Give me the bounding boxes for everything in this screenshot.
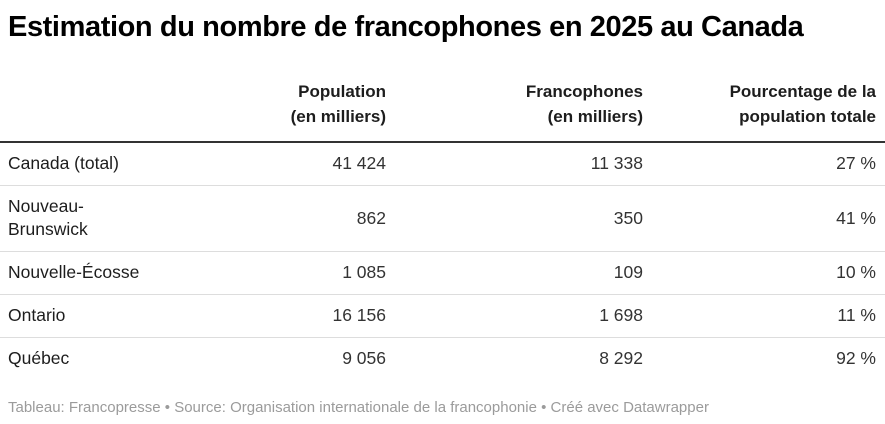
table-row: Québec 9 056 8 292 92 % — [0, 338, 885, 381]
footer-source-label: • Source: — [160, 399, 231, 416]
cell-pourcentage: 92 % — [836, 348, 876, 368]
cell-francophones: 350 — [613, 207, 643, 228]
cell-population: 862 — [356, 207, 386, 228]
cell-pourcentage: 11 % — [837, 305, 876, 325]
cell-francophones: 11 338 — [590, 153, 643, 173]
cell-francophones: 8 292 — [599, 348, 643, 368]
column-header-population: Population (en milliers) — [290, 82, 386, 126]
table-row: Nouveau- Brunswick 862 350 41 % — [0, 186, 885, 252]
column-header-francophones: Francophones (en milliers) — [525, 82, 643, 126]
cell-label: Nouvelle-Écosse — [8, 262, 140, 282]
table-row: Canada (total) 41 424 11 338 27 % — [0, 142, 885, 186]
footer-source-link[interactable]: Organisation internationale de la franco… — [230, 399, 537, 416]
data-table: Population (en milliers) Francophones (e… — [0, 75, 885, 380]
cell-francophones: 1 698 — [599, 305, 643, 325]
cell-pourcentage: 27 % — [836, 153, 876, 173]
table-row: Nouvelle-Écosse 1 085 109 10 % — [0, 252, 885, 295]
cell-pourcentage: 41 % — [836, 207, 876, 228]
attribution-footer: Tableau: Francopresse • Source: Organisa… — [8, 399, 876, 417]
cell-label: Canada (total) — [8, 153, 119, 173]
footer-tableau-link[interactable]: Francopresse — [68, 399, 161, 416]
cell-population: 16 156 — [332, 305, 386, 325]
footer-created-label: • Créé avec — [536, 399, 624, 416]
page-title: Estimation du nombre de francophones en … — [8, 11, 804, 43]
table-row: Ontario 16 156 1 698 11 % — [0, 295, 885, 338]
cell-francophones: 109 — [613, 262, 643, 282]
footer-datawrapper-link[interactable]: Datawrapper — [623, 399, 709, 416]
cell-label: Ontario — [8, 305, 66, 325]
cell-population: 41 424 — [332, 153, 386, 173]
chart-container: Estimation du nombre de francophones en … — [0, 9, 885, 417]
cell-population: 9 056 — [342, 348, 386, 368]
footer-tableau-label: Tableau: — [8, 399, 69, 416]
cell-label: Nouveau- Brunswick — [8, 196, 88, 239]
column-header-pourcentage: Pourcentage de la population totale — [729, 82, 876, 126]
cell-pourcentage: 10 % — [836, 262, 876, 282]
column-header-blank — [0, 75, 186, 142]
cell-population: 1 085 — [342, 262, 386, 282]
cell-label: Québec — [8, 348, 70, 368]
header-row: Population (en milliers) Francophones (e… — [0, 75, 885, 142]
